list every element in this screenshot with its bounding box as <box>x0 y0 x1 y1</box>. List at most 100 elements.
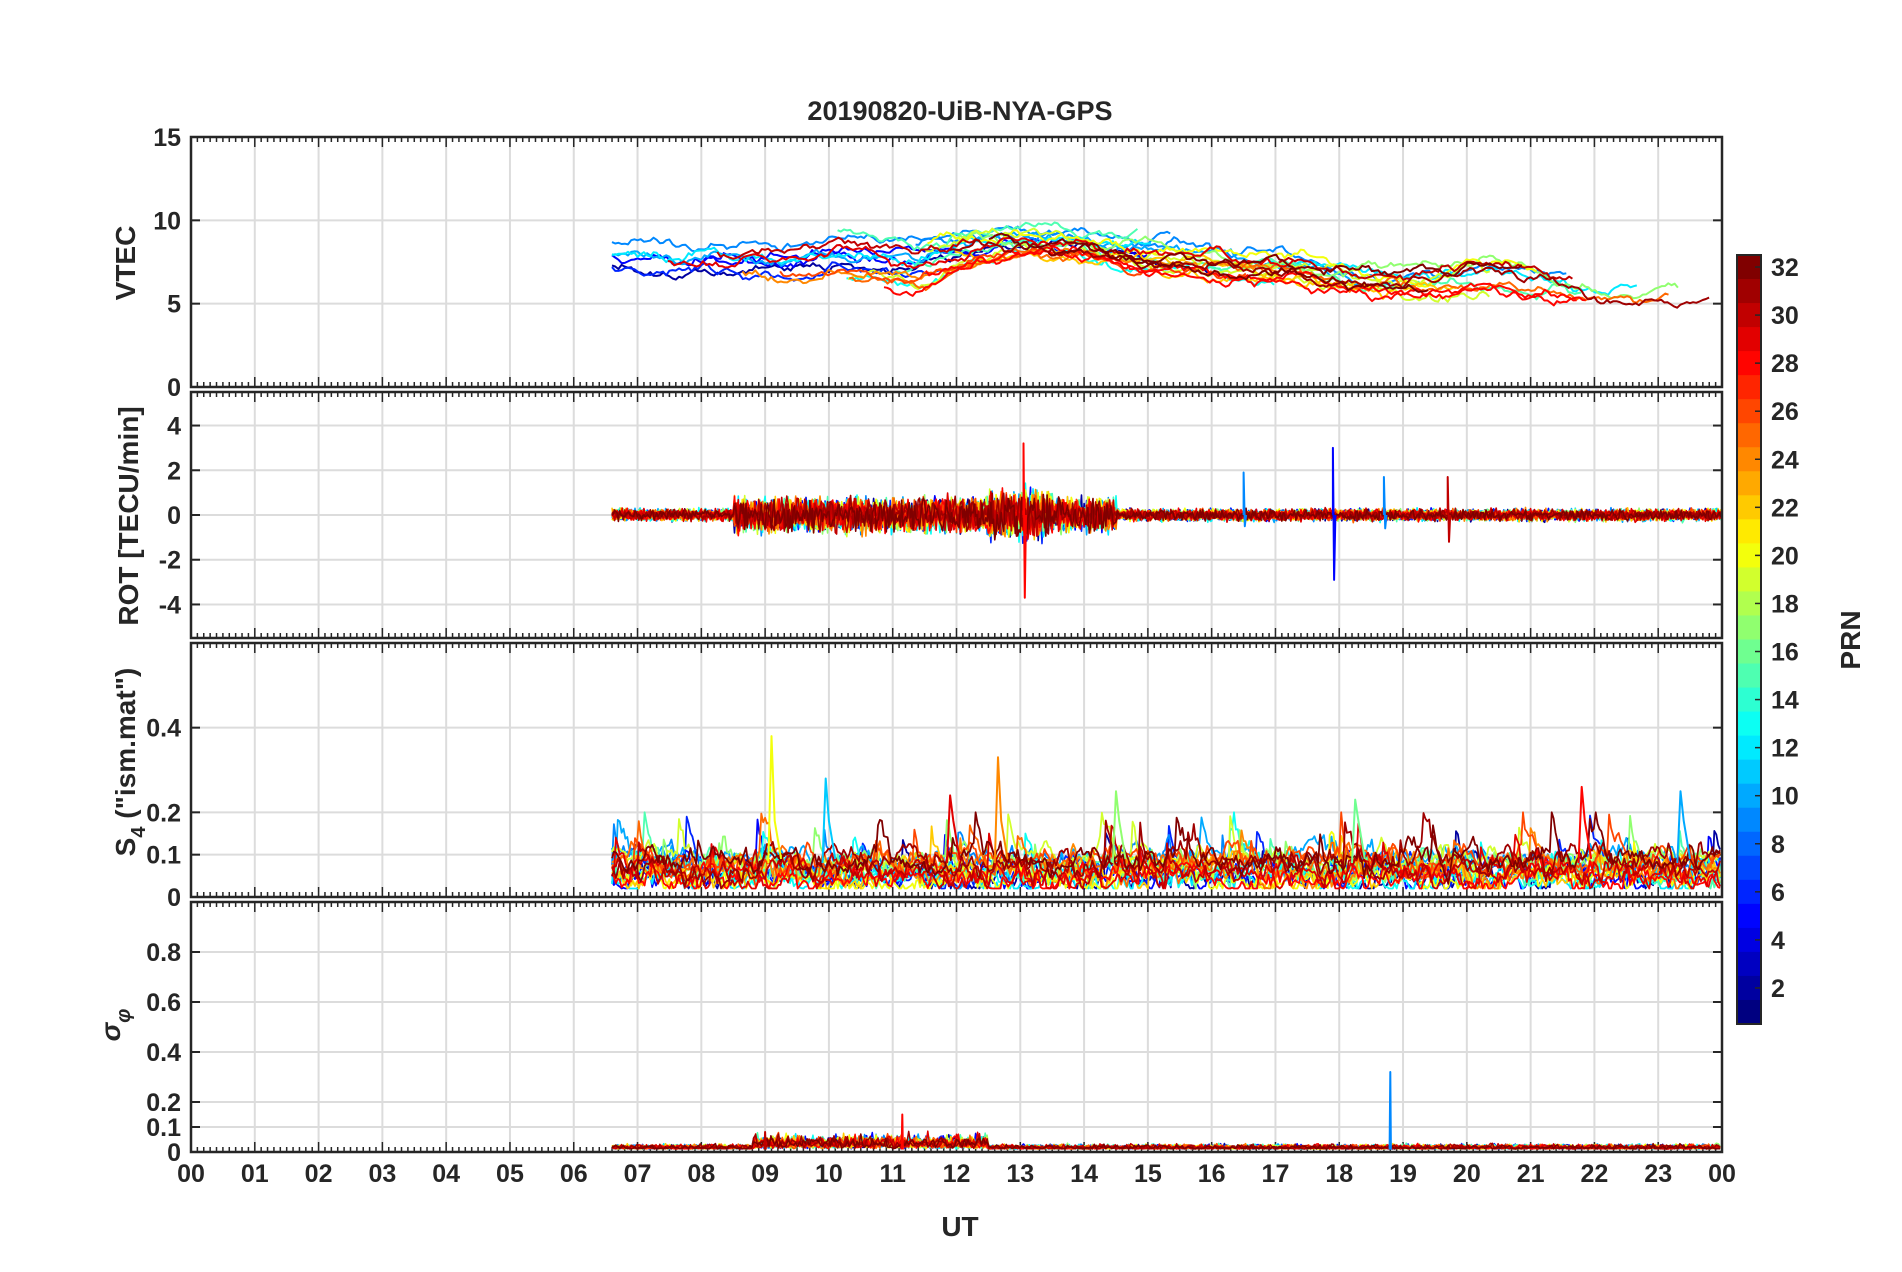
s4-traces <box>611 735 1721 890</box>
s4-ytick-label: 0.2 <box>146 799 181 827</box>
colorbar-swatch <box>1737 711 1761 737</box>
colorbar-swatch <box>1737 567 1761 592</box>
colorbar-tick-label: 18 <box>1771 590 1799 618</box>
s4-symbol: S <box>110 838 141 857</box>
colorbar-swatch <box>1737 471 1761 496</box>
s4-spike <box>1676 790 1692 864</box>
rot-ytick-label: 2 <box>167 457 181 485</box>
vtec-ytick-label: 15 <box>153 124 181 152</box>
colorbar-tick-label: 2 <box>1771 975 1785 1003</box>
colorbar-swatch <box>1737 279 1761 304</box>
vtec-trace-prn-32 <box>988 232 1523 277</box>
colorbar-tick-label: 14 <box>1771 687 1799 715</box>
sigma-phi-ytick-label: 0.1 <box>146 1114 181 1142</box>
colorbar-tick-label: 16 <box>1771 639 1799 667</box>
sigma-phi-panel: 00.10.2 0.4 0.6 0.8 <box>146 900 1724 1167</box>
colorbar-tick-label: 4 <box>1771 927 1785 955</box>
x-tick-label: 18 <box>1325 1160 1353 1188</box>
colorbar-tick-label: 6 <box>1771 879 1785 907</box>
colorbar-swatch <box>1737 423 1761 448</box>
x-tick-label: 04 <box>432 1160 460 1188</box>
vtec-trace-prn-28 <box>925 245 1577 302</box>
rot-ytick-label: 4 <box>167 413 181 441</box>
rot-spike <box>1446 476 1452 543</box>
s4-spike <box>1351 798 1366 864</box>
sigma-phi-spike <box>900 1113 904 1150</box>
rot-spike <box>1242 471 1248 528</box>
x-tick-label: 23 <box>1644 1160 1672 1188</box>
colorbar-tick-label: 8 <box>1771 831 1785 859</box>
x-tick-label: 12 <box>943 1160 971 1188</box>
s4-spike <box>1111 790 1127 864</box>
sigma-phi-ytick-label: 0.8 <box>146 939 181 967</box>
s4-axes-box <box>189 641 1724 899</box>
x-tick-label: 07 <box>624 1160 652 1188</box>
rot-ytick-label: 0 <box>167 502 181 530</box>
colorbar-tick-label: 28 <box>1771 350 1799 378</box>
x-tick-label: 03 <box>368 1160 396 1188</box>
sigma-phi-axes-box <box>189 900 1724 1154</box>
colorbar-swatch <box>1737 855 1761 881</box>
colorbar-tick-label: 26 <box>1771 398 1799 426</box>
sigma-phi-ytick-label: 0.4 <box>146 1039 181 1067</box>
s4-panel: 0 0.1 0.2 0.4 <box>146 641 1724 912</box>
x-tick-label: 11 <box>879 1160 906 1188</box>
sigma-phi-ytick-label: 0.2 <box>146 1089 181 1117</box>
colorbar-tick-label: 32 <box>1771 254 1799 282</box>
s4-suffix: ("ism.mat") <box>110 668 141 827</box>
x-tick-label: 13 <box>1006 1160 1034 1188</box>
x-tick-label: 02 <box>305 1160 333 1188</box>
vtec-trace-prn-6 <box>611 261 964 282</box>
vtec-trace-prn-30 <box>716 236 980 260</box>
colorbar-swatch <box>1737 807 1761 833</box>
s4-trace-prn-29 <box>611 822 1721 890</box>
s4-subscript: 4 <box>128 826 150 838</box>
rot-traces <box>611 442 1723 599</box>
x-tick-label: 10 <box>815 1160 843 1188</box>
colorbar-label: PRN <box>1835 610 1866 669</box>
vtec-trace-prn-20 <box>927 229 1538 288</box>
rot-trace-prn-30 <box>611 495 1723 538</box>
vtec-trace-prn-32 <box>1047 242 1429 293</box>
sigma-phi-spike <box>763 1131 767 1150</box>
y-axis-label-sigma-phi: σφ <box>95 1009 135 1042</box>
s4-ytick-label: 0 <box>167 884 181 912</box>
colorbar-tick-label: 24 <box>1771 446 1799 474</box>
x-tick-label: 01 <box>241 1160 269 1188</box>
vtec-trace-prn-25 <box>1233 261 1669 304</box>
vtec-ytick-label: 5 <box>167 291 181 319</box>
s4-spike <box>767 735 783 864</box>
colorbar-tick-label: 10 <box>1771 783 1799 811</box>
rot-ytick-label: -2 <box>159 547 181 575</box>
vtec-trace-prn-12 <box>611 236 1152 266</box>
chart-title: 20190820-UiB-NYA-GPS <box>807 96 1112 126</box>
sigma-phi-traces <box>611 1071 1721 1150</box>
colorbar-swatch <box>1737 759 1761 785</box>
x-tick-label: 14 <box>1070 1160 1098 1188</box>
rot-spike <box>1022 442 1027 599</box>
colorbar-tick-label: 22 <box>1771 494 1799 522</box>
x-tick-label: 09 <box>751 1160 779 1188</box>
colorbar-swatch <box>1737 375 1761 400</box>
x-tick-label: 06 <box>560 1160 588 1188</box>
vtec-trace-prn-29 <box>667 237 1294 270</box>
sigma-symbol: σ <box>95 1021 126 1041</box>
s4-ytick-label: 0.4 <box>146 715 181 743</box>
vtec-panel: 0 5 10 15 <box>153 124 1724 402</box>
s4-spike <box>821 777 837 864</box>
colorbar-tick-label: 20 <box>1771 542 1799 570</box>
colorbar-tick-label: 12 <box>1771 735 1799 763</box>
rot-axes-box <box>189 390 1724 640</box>
colorbar-swatch <box>1737 999 1761 1025</box>
colorbar-swatch <box>1737 327 1761 352</box>
colorbar-swatch <box>1737 951 1761 977</box>
y-axis-label-vtec: VTEC <box>110 226 141 301</box>
x-tick-label: 08 <box>687 1160 715 1188</box>
rot-trace-prn-32 <box>611 493 1723 541</box>
colorbar-tick-label: 30 <box>1771 302 1799 330</box>
x-tick-label: 05 <box>496 1160 524 1188</box>
sigma-phi-ytick-label: 0 <box>167 1139 181 1167</box>
sigma-phi-ytick-label: 0.6 <box>146 989 181 1017</box>
s4-spike <box>945 794 961 864</box>
